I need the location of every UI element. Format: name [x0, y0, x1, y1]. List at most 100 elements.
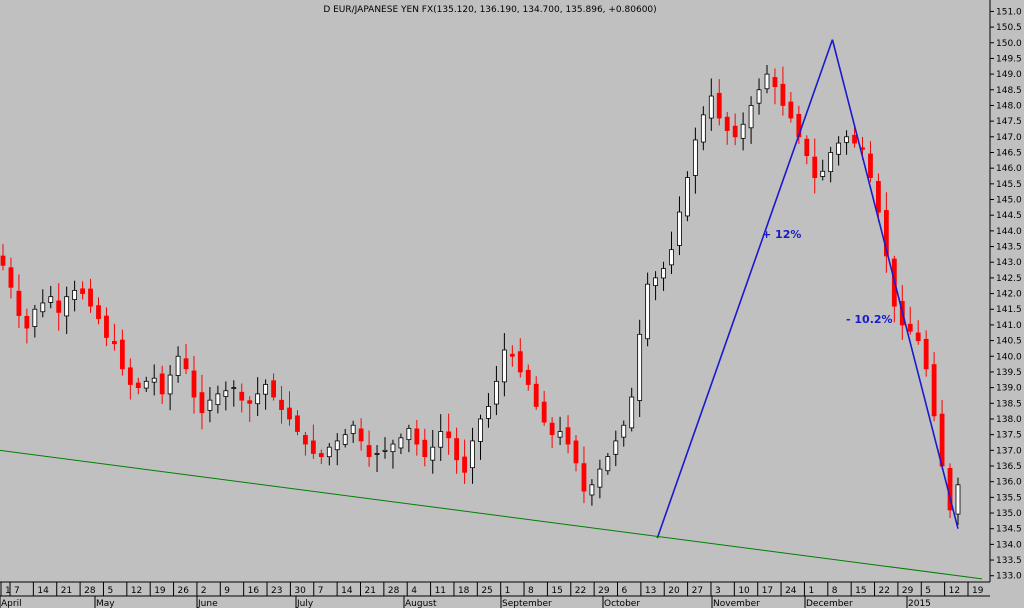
candle-body	[231, 387, 237, 390]
candle-body	[685, 177, 690, 217]
candle-body	[159, 373, 165, 395]
candle-body	[828, 152, 834, 173]
chart-title: D EUR/JAPANESE YEN FX(135.120, 136.190, …	[323, 5, 656, 15]
x-tick-label: 12	[949, 586, 960, 596]
x-tick-label: 5	[107, 586, 113, 596]
candle-body	[318, 453, 324, 457]
candle-body	[414, 428, 420, 445]
candle-body	[303, 435, 308, 445]
candle-body	[462, 456, 467, 473]
x-tick-label: 7	[318, 586, 324, 596]
x-tick-label: 1	[808, 586, 814, 596]
candle-body	[295, 415, 300, 432]
candle-body	[175, 355, 181, 376]
candle-body	[8, 267, 14, 288]
y-tick-label: 134.0	[996, 540, 1022, 550]
y-tick-label: 150.0	[996, 39, 1022, 49]
x-tick-label: 16	[248, 586, 260, 596]
y-tick-label: 138.0	[996, 415, 1022, 425]
candle-body	[143, 380, 149, 389]
candle-body	[191, 370, 197, 398]
candle-body	[732, 125, 738, 138]
y-tick-label: 143.5	[996, 243, 1022, 253]
candle-body	[549, 422, 555, 436]
candle-body	[597, 468, 603, 488]
candle-body	[764, 73, 770, 90]
candle-body	[613, 440, 619, 455]
candle-body	[931, 364, 937, 417]
candle-body	[64, 296, 70, 317]
x-tick-label: 2	[201, 586, 207, 596]
month-label: October	[604, 599, 640, 608]
y-tick-label: 136.5	[996, 462, 1022, 472]
candle-body	[310, 440, 316, 454]
x-tick-label: 20	[668, 586, 680, 596]
y-tick-label: 142.5	[996, 274, 1022, 284]
candle-body	[748, 105, 754, 129]
candle-body	[80, 288, 85, 294]
candle-body	[661, 268, 666, 279]
x-tick-label: 8	[832, 586, 838, 596]
candle-body	[788, 101, 794, 119]
x-tick-label: 8	[528, 586, 534, 596]
y-tick-label: 141.5	[996, 305, 1022, 315]
candle-body	[350, 424, 356, 434]
y-tick-label: 133.0	[996, 572, 1022, 582]
y-tick-label: 138.5	[996, 399, 1022, 409]
x-tick-label: 4	[411, 586, 417, 596]
candle-body	[438, 431, 444, 448]
x-tick-label: 14	[341, 586, 353, 596]
y-tick-label: 133.5	[996, 556, 1022, 566]
y-tick-label: 149.0	[996, 70, 1022, 80]
candle-body	[907, 323, 913, 332]
candle-body	[207, 399, 213, 411]
candle-body	[279, 399, 284, 410]
y-tick-label: 137.5	[996, 431, 1022, 441]
candle-body	[454, 438, 460, 461]
x-tick-label: 23	[271, 586, 282, 596]
candle-body	[541, 401, 547, 423]
annotation-down: - 10.2%	[846, 313, 893, 326]
candle-body	[342, 434, 348, 445]
y-tick-label: 151.0	[996, 7, 1022, 17]
month-label: September	[502, 599, 552, 608]
y-tick-label: 146.0	[996, 164, 1022, 174]
candle-body	[0, 255, 6, 266]
candle-body	[557, 431, 563, 438]
y-tick-label: 143.0	[996, 258, 1022, 268]
x-tick-label: 18	[458, 586, 470, 596]
candle-body	[772, 77, 778, 88]
month-label: April	[1, 599, 22, 608]
candle-body	[868, 153, 873, 178]
candle-body	[629, 396, 635, 429]
candle-body	[48, 296, 54, 303]
month-label: May	[96, 599, 115, 608]
candle-body	[573, 440, 579, 464]
candle-body	[494, 380, 499, 405]
candle-body	[406, 427, 412, 441]
y-tick-label: 150.5	[996, 23, 1022, 33]
candle-body	[374, 453, 380, 455]
candle-body	[287, 407, 292, 420]
candle-body	[740, 123, 746, 139]
x-tick-label: 27	[692, 586, 703, 596]
candle-body	[915, 332, 921, 341]
x-tick-label: 29	[902, 586, 914, 596]
annotation-up: + 12%	[762, 228, 801, 241]
month-label: 2015	[908, 599, 931, 608]
x-tick-label: 25	[481, 586, 492, 596]
candle-body	[334, 440, 340, 451]
candle-body	[446, 431, 452, 439]
month-label: December	[806, 599, 853, 608]
month-label: July	[296, 599, 314, 608]
y-tick-label: 141.0	[996, 321, 1022, 331]
y-tick-label: 135.5	[996, 493, 1022, 503]
candle-body	[836, 142, 842, 155]
candle-body	[692, 139, 698, 176]
y-tick-label: 147.0	[996, 133, 1022, 143]
x-tick-label: 21	[364, 586, 375, 596]
candles	[0, 64, 961, 525]
candle-body	[589, 484, 595, 496]
candle-body	[565, 427, 571, 445]
